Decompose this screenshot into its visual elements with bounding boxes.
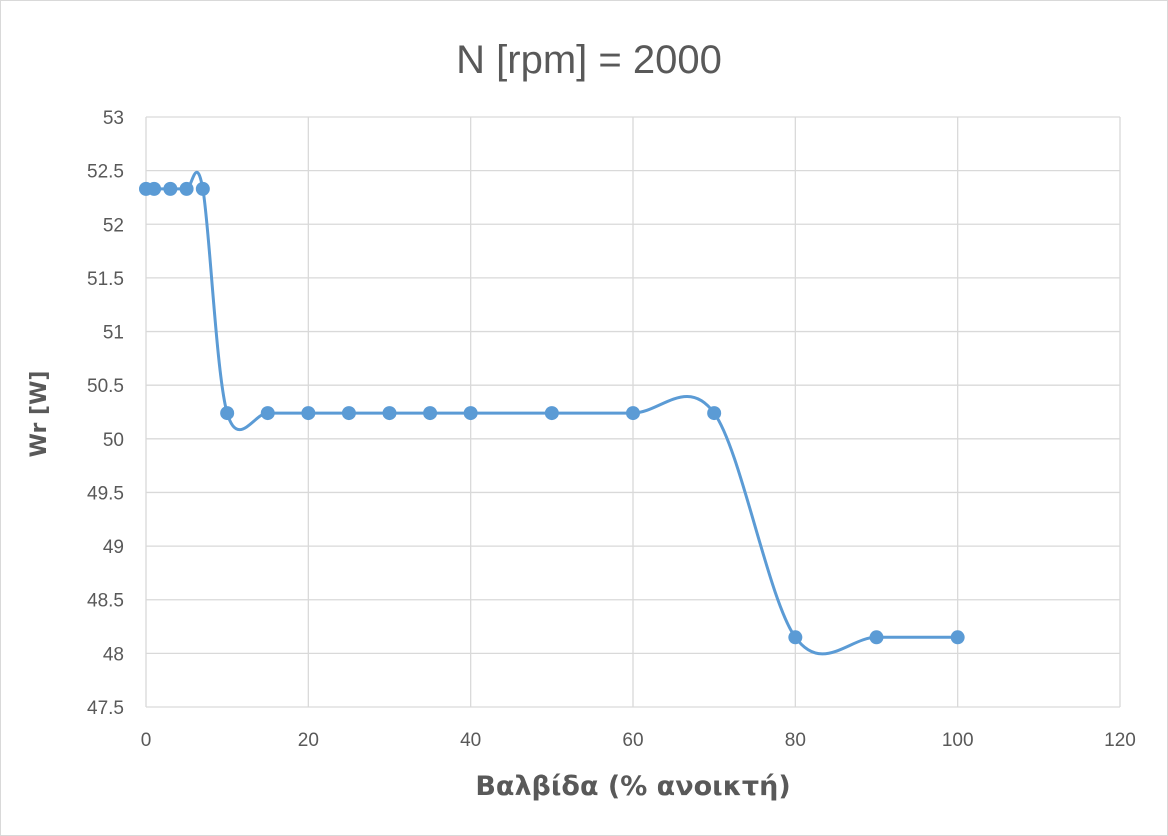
data-point-0-2 [163, 181, 178, 196]
y-tick-label-2: 48.5 [87, 591, 124, 612]
data-point-0-3 [179, 181, 194, 196]
y-tick-label-9: 52 [103, 215, 124, 236]
data-point-0-7 [301, 406, 316, 421]
data-point-0-15 [788, 630, 803, 645]
y-tick-label-6: 50.5 [87, 376, 124, 397]
y-tick-label-10: 52.5 [87, 162, 124, 183]
data-point-0-8 [341, 406, 356, 421]
data-point-0-5 [220, 406, 235, 421]
data-point-0-11 [463, 406, 478, 421]
y-axis-ticks: 47.5 48 48.5 49 49.5 50 50.5 51 51.5 52 52.5 53 [87, 108, 124, 719]
data-point-0-6 [260, 406, 275, 421]
data-point-0-17 [950, 630, 965, 645]
y-tick-label-11: 53 [103, 108, 124, 129]
x-tick-label-3: 60 [622, 730, 643, 751]
y-tick-label-0: 47.5 [87, 698, 124, 719]
x-tick-label-4: 80 [785, 730, 806, 751]
x-tick-label-0: 0 [141, 730, 152, 751]
data-point-0-16 [869, 630, 884, 645]
x-axis-ticks: 0 20 40 60 80 100 120 [141, 730, 1136, 751]
x-tick-label-2: 40 [460, 730, 481, 751]
data-point-0-1 [147, 181, 162, 196]
data-point-0-10 [423, 406, 438, 421]
x-tick-label-5: 100 [942, 730, 974, 751]
x-axis-title: Βαλβίδα (% ανοικτή) [475, 771, 790, 802]
chart-title: N [rpm] = 2000 [456, 38, 722, 82]
y-tick-label-3: 49 [103, 537, 124, 558]
y-tick-label-4: 49.5 [87, 483, 124, 504]
data-point-0-9 [382, 406, 397, 421]
data-point-0-13 [626, 406, 640, 421]
series-layer [139, 170, 965, 656]
data-point-0-4 [195, 181, 210, 196]
y-tick-label-1: 48 [103, 644, 124, 665]
y-tick-label-7: 51 [103, 323, 124, 344]
data-point-0-14 [707, 406, 722, 421]
y-tick-label-5: 50 [103, 430, 124, 451]
data-point-0-12 [544, 406, 559, 421]
x-tick-label-1: 20 [298, 730, 319, 751]
x-tick-label-6: 120 [1104, 730, 1136, 751]
y-axis-title: Wr [W] [27, 371, 52, 458]
y-tick-label-8: 51.5 [87, 269, 124, 290]
